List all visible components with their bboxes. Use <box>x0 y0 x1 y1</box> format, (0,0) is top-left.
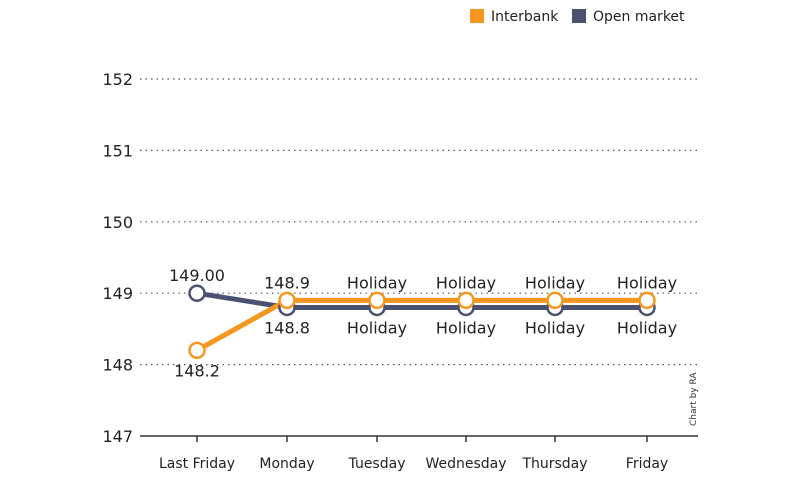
series-line-interbank <box>195 297 647 353</box>
point-interbank-tuesday <box>368 291 386 310</box>
x-tick-label-tuesday: Tuesday <box>348 456 406 472</box>
chart-credit: Chart by RA <box>689 372 699 426</box>
x-tick-label-friday: Friday <box>626 456 668 472</box>
y-tick-label-152: 152 <box>102 70 133 89</box>
point-open-market-last-friday <box>188 284 206 302</box>
data-label-interbank-wednesday: Holiday <box>436 273 496 292</box>
y-tick-label-148: 148 <box>102 356 133 375</box>
data-label-open-market-wednesday: Holiday <box>436 318 496 337</box>
data-label-interbank-monday: 148.9 <box>264 273 310 292</box>
x-tick-label-last-friday: Last Friday <box>159 456 235 472</box>
y-tick-label-150: 150 <box>102 213 133 232</box>
legend-swatch-open-market <box>572 9 586 23</box>
data-label-interbank-friday: Holiday <box>617 273 677 292</box>
data-label-open-market-monday: 148.8 <box>264 318 310 337</box>
y-tick-label-151: 151 <box>102 141 133 160</box>
x-tick-label-monday: Monday <box>259 456 314 472</box>
legend: Interbank Open market <box>470 9 685 25</box>
y-tick-label-147: 147 <box>102 427 133 446</box>
point-interbank-friday <box>638 291 656 310</box>
legend-swatch-interbank <box>470 9 484 23</box>
series-line-open-market <box>196 290 647 310</box>
point-interbank-thursday <box>546 291 564 310</box>
point-interbank-monday <box>278 291 296 310</box>
point-interbank-last-friday <box>188 341 206 360</box>
data-label-open-market-thursday: Holiday <box>525 318 585 337</box>
legend-label-open-market: Open market <box>593 9 685 25</box>
x-tick-label-wednesday: Wednesday <box>425 456 506 472</box>
y-tick-label-149: 149 <box>102 284 133 303</box>
x-tick-label-thursday: Thursday <box>521 456 587 472</box>
data-label-interbank-last-friday: 148.2 <box>174 361 220 380</box>
data-label-open-market-friday: Holiday <box>617 318 677 337</box>
data-label-interbank-thursday: Holiday <box>525 273 585 292</box>
data-label-open-market-last-friday: 149.00 <box>169 266 225 285</box>
point-interbank-wednesday <box>457 291 475 310</box>
legend-label-interbank: Interbank <box>491 9 559 25</box>
data-label-interbank-tuesday: Holiday <box>347 273 407 292</box>
data-label-open-market-tuesday: Holiday <box>347 318 407 337</box>
